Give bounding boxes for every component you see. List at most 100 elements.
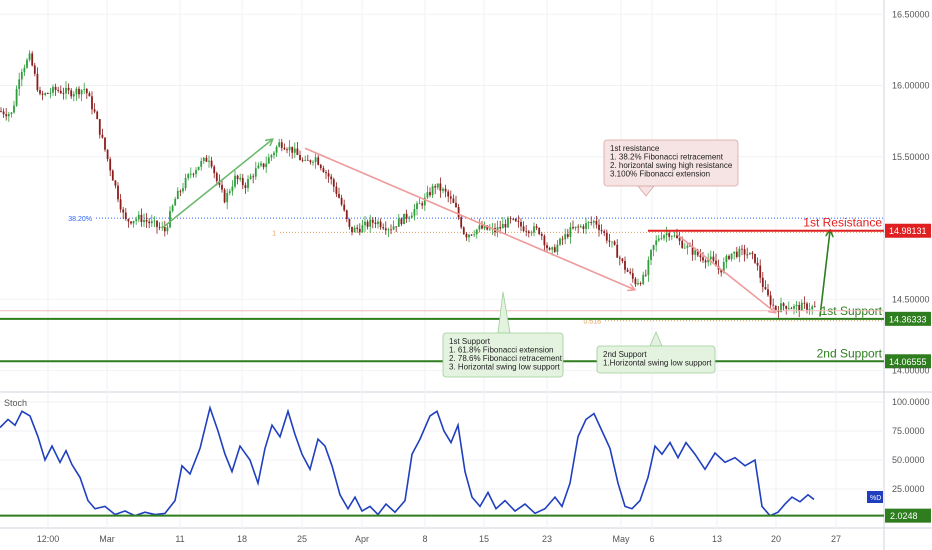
resistance-note-box: [603, 139, 739, 187]
candle-body: [629, 271, 632, 274]
candle-body: [353, 227, 356, 233]
candle-body: [130, 221, 132, 224]
fib-618-label: 0.618: [583, 319, 601, 326]
axes: 12:00 Mar 11 18 25 Apr 8 15 23 May 6 13 20 27 16.50000…: [4, 9, 930, 544]
candle-body: [122, 209, 125, 213]
candle-body: [83, 88, 86, 90]
candle-body: [283, 147, 286, 150]
candle-body: [114, 180, 117, 186]
candle-body: [499, 227, 502, 229]
x-tick-label: 25: [297, 534, 307, 544]
down-arrow-long: [304, 147, 634, 289]
candle-body: [702, 257, 704, 261]
candle-body: [338, 193, 340, 198]
stoch-tick-label: 100.0000: [892, 397, 930, 407]
candle-body: [725, 255, 728, 263]
candle-body: [621, 258, 624, 261]
candle-body: [400, 218, 403, 225]
candle-body: [369, 219, 372, 227]
candle-body: [525, 230, 528, 232]
candle-body: [785, 305, 788, 309]
down-arrow-right: [677, 234, 775, 312]
candle-body: [457, 207, 460, 218]
candle-body: [31, 53, 34, 66]
candle-body: [590, 222, 593, 223]
candle-body: [618, 257, 621, 259]
candle-body: [647, 259, 650, 275]
candle-body: [72, 94, 75, 97]
candle-body: [377, 221, 379, 224]
x-tick-label: 12:00: [37, 534, 60, 544]
candle-body: [335, 186, 338, 194]
x-tick-label: Apr: [355, 534, 369, 544]
candle-body: [101, 134, 104, 138]
y-tick-label: 15.50000: [892, 152, 930, 162]
candle-body: [150, 221, 153, 224]
candle-body: [93, 109, 96, 112]
candle-body: [18, 79, 21, 89]
candle-body: [23, 67, 26, 72]
candle-body: [340, 197, 343, 205]
candle-body: [91, 96, 93, 110]
candle-body: [481, 225, 483, 229]
candle-body: [626, 269, 629, 272]
candle-body: [156, 220, 158, 227]
candle-body: [187, 174, 190, 178]
x-tick-label: 20: [771, 534, 781, 544]
candle-body: [169, 211, 171, 228]
resistance-1-label: 1st Resistance: [803, 216, 882, 230]
candle-body: [374, 222, 377, 224]
candle-body: [275, 146, 278, 153]
candle-body: [13, 105, 15, 113]
candle-body: [637, 283, 639, 285]
candle-body: [504, 223, 507, 228]
candle-body: [486, 225, 489, 230]
candle-body: [478, 225, 481, 230]
candle-body: [200, 161, 203, 167]
candle-body: [439, 183, 442, 191]
candle-body: [382, 227, 385, 229]
candle-body: [78, 88, 80, 95]
candle-body: [59, 90, 62, 94]
candle-body: [683, 247, 686, 249]
trend-arrows: [161, 140, 830, 317]
candle-body: [665, 233, 668, 236]
candle-body: [676, 235, 678, 239]
candle-body: [449, 196, 452, 199]
candle-body: [390, 229, 392, 231]
candle-body: [577, 226, 580, 228]
stoch-line: [0, 404, 815, 517]
candle-body: [579, 226, 582, 228]
candle-body: [7, 114, 10, 117]
candle-body: [205, 157, 208, 162]
candle-body: [738, 248, 741, 257]
candle-body: [249, 176, 252, 179]
candle-body: [46, 93, 49, 94]
candle-body: [559, 238, 561, 245]
fibonacci-levels: 38.20% 1 0.618: [68, 216, 884, 326]
candle-body: [215, 173, 218, 182]
candle-body: [408, 217, 411, 219]
candle-body: [153, 220, 156, 222]
candle-body: [512, 218, 515, 220]
candle-body: [70, 90, 73, 97]
x-tick-label: 11: [175, 534, 184, 544]
candle-body: [182, 188, 184, 192]
candle-body: [746, 254, 749, 256]
candle-body: [733, 251, 736, 254]
candle-body: [509, 218, 512, 219]
candle-body: [694, 250, 697, 255]
candle-body: [754, 253, 756, 263]
candle-body: [793, 306, 795, 309]
candle-body: [790, 308, 793, 310]
candle-body: [265, 163, 268, 168]
candle-body: [358, 228, 361, 233]
candle-body: [730, 253, 733, 260]
candle-body: [751, 252, 754, 254]
candle-body: [803, 302, 806, 304]
resistance-note-line: 1. 38.2% Fibonacci retracement: [610, 153, 724, 162]
candle-body: [501, 223, 504, 229]
